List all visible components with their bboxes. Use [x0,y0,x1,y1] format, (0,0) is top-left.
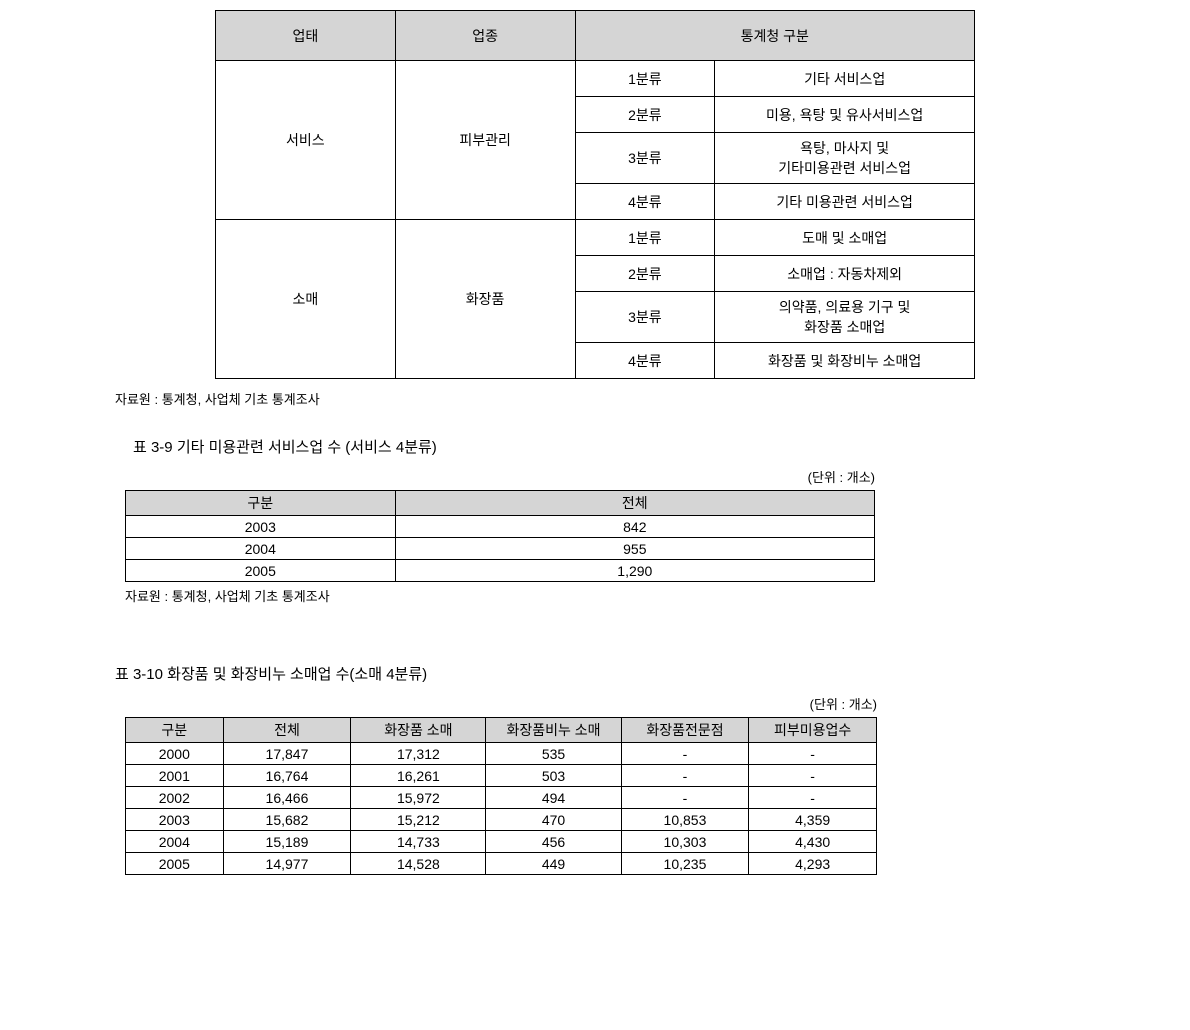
t2-r1-total: 955 [395,538,874,560]
t3-h-c3: 화장품 소매 [351,718,486,743]
t1-g1-r2-desc: 욕탕, 마사지 및기타미용관련 서비스업 [715,133,975,184]
t3-r3-c2: 15,682 [223,809,351,831]
t1-g1-r1-desc: 미용, 욕탕 및 유사서비스업 [715,97,975,133]
t2-r0-total: 842 [395,516,874,538]
t2-caption: 표 3-9 기타 미용관련 서비스업 수 (서비스 4분류) [133,436,1075,457]
t3-r2-c5: - [621,787,749,809]
service-count-table: 구분 전체 2003 842 2004 955 2005 1,290 [125,490,875,582]
t3-r5-c1: 2005 [126,853,224,875]
t3-h-c6: 피부미용업수 [749,718,877,743]
t1-g2-r3-desc: 화장품 및 화장비누 소매업 [715,343,975,379]
t2-unit: (단위 : 개소) [125,467,875,486]
t3-r5-c4: 449 [486,853,621,875]
t3-r4-c3: 14,733 [351,831,486,853]
t3-r3-c3: 15,212 [351,809,486,831]
t2-source: 자료원 : 통계청, 사업체 기초 통계조사 [125,586,1075,605]
t3-r2-c4: 494 [486,787,621,809]
t1-g2-r1-class: 2분류 [575,256,715,292]
t3-r2-c6: - [749,787,877,809]
t3-r3-c5: 10,853 [621,809,749,831]
t2-r2-year: 2005 [126,560,396,582]
t3-r3-c4: 470 [486,809,621,831]
classification-table: 업태 업종 통계청 구분 서비스 피부관리 1분류 기타 서비스업 2분류 미용… [215,10,975,379]
t1-g1-cat1: 서비스 [216,61,396,220]
t1-header-col1: 업태 [216,11,396,61]
t3-r2-c3: 15,972 [351,787,486,809]
t1-g1-r3-desc: 기타 미용관련 서비스업 [715,184,975,220]
t1-g2-r2-class: 3분류 [575,292,715,343]
t3-r0-c5: - [621,743,749,765]
t3-r4-c5: 10,303 [621,831,749,853]
t1-g1-r0-desc: 기타 서비스업 [715,61,975,97]
t3-r0-c2: 17,847 [223,743,351,765]
t3-r2-c2: 16,466 [223,787,351,809]
t1-source: 자료원 : 통계청, 사업체 기초 통계조사 [115,389,1075,408]
t3-r3-c1: 2003 [126,809,224,831]
t1-g2-cat1: 소매 [216,220,396,379]
t3-r1-c1: 2001 [126,765,224,787]
retail-count-table: 구분 전체 화장품 소매 화장품비누 소매 화장품전문점 피부미용업수 2000… [125,717,877,875]
t3-r1-c3: 16,261 [351,765,486,787]
t3-r2-c1: 2002 [126,787,224,809]
t3-r3-c6: 4,359 [749,809,877,831]
t3-h-c4: 화장품비누 소매 [486,718,621,743]
t2-r1-year: 2004 [126,538,396,560]
t3-r4-c1: 2004 [126,831,224,853]
t1-header-col3: 통계청 구분 [575,11,975,61]
t3-r0-c6: - [749,743,877,765]
t1-g2-r0-desc: 도매 및 소매업 [715,220,975,256]
t1-g2-r0-class: 1분류 [575,220,715,256]
t3-r1-c6: - [749,765,877,787]
t3-r1-c5: - [621,765,749,787]
t1-g2-r2-desc: 의약품, 의료용 기구 및화장품 소매업 [715,292,975,343]
t3-r5-c5: 10,235 [621,853,749,875]
t2-header-c2: 전체 [395,491,874,516]
t3-r0-c4: 535 [486,743,621,765]
t3-r5-c6: 4,293 [749,853,877,875]
t3-r0-c3: 17,312 [351,743,486,765]
t1-g2-r3-class: 4분류 [575,343,715,379]
t3-r4-c2: 15,189 [223,831,351,853]
t3-caption: 표 3-10 화장품 및 화장비누 소매업 수(소매 4분류) [115,663,1075,684]
t2-r2-total: 1,290 [395,560,874,582]
t1-g1-r2-class: 3분류 [575,133,715,184]
t3-r0-c1: 2000 [126,743,224,765]
t2-r0-year: 2003 [126,516,396,538]
t1-g2-cat2: 화장품 [395,220,575,379]
t3-unit: (단위 : 개소) [125,694,877,713]
t3-h-c1: 구분 [126,718,224,743]
t1-g1-r1-class: 2분류 [575,97,715,133]
t3-r5-c3: 14,528 [351,853,486,875]
t1-header-col2: 업종 [395,11,575,61]
t3-r1-c2: 16,764 [223,765,351,787]
t1-g1-r3-class: 4분류 [575,184,715,220]
t3-r5-c2: 14,977 [223,853,351,875]
t3-r1-c4: 503 [486,765,621,787]
t3-r4-c6: 4,430 [749,831,877,853]
t2-header-c1: 구분 [126,491,396,516]
t1-g1-r0-class: 1분류 [575,61,715,97]
t1-g2-r1-desc: 소매업 : 자동차제외 [715,256,975,292]
t1-g1-cat2: 피부관리 [395,61,575,220]
t3-h-c5: 화장품전문점 [621,718,749,743]
t3-r4-c4: 456 [486,831,621,853]
t3-h-c2: 전체 [223,718,351,743]
